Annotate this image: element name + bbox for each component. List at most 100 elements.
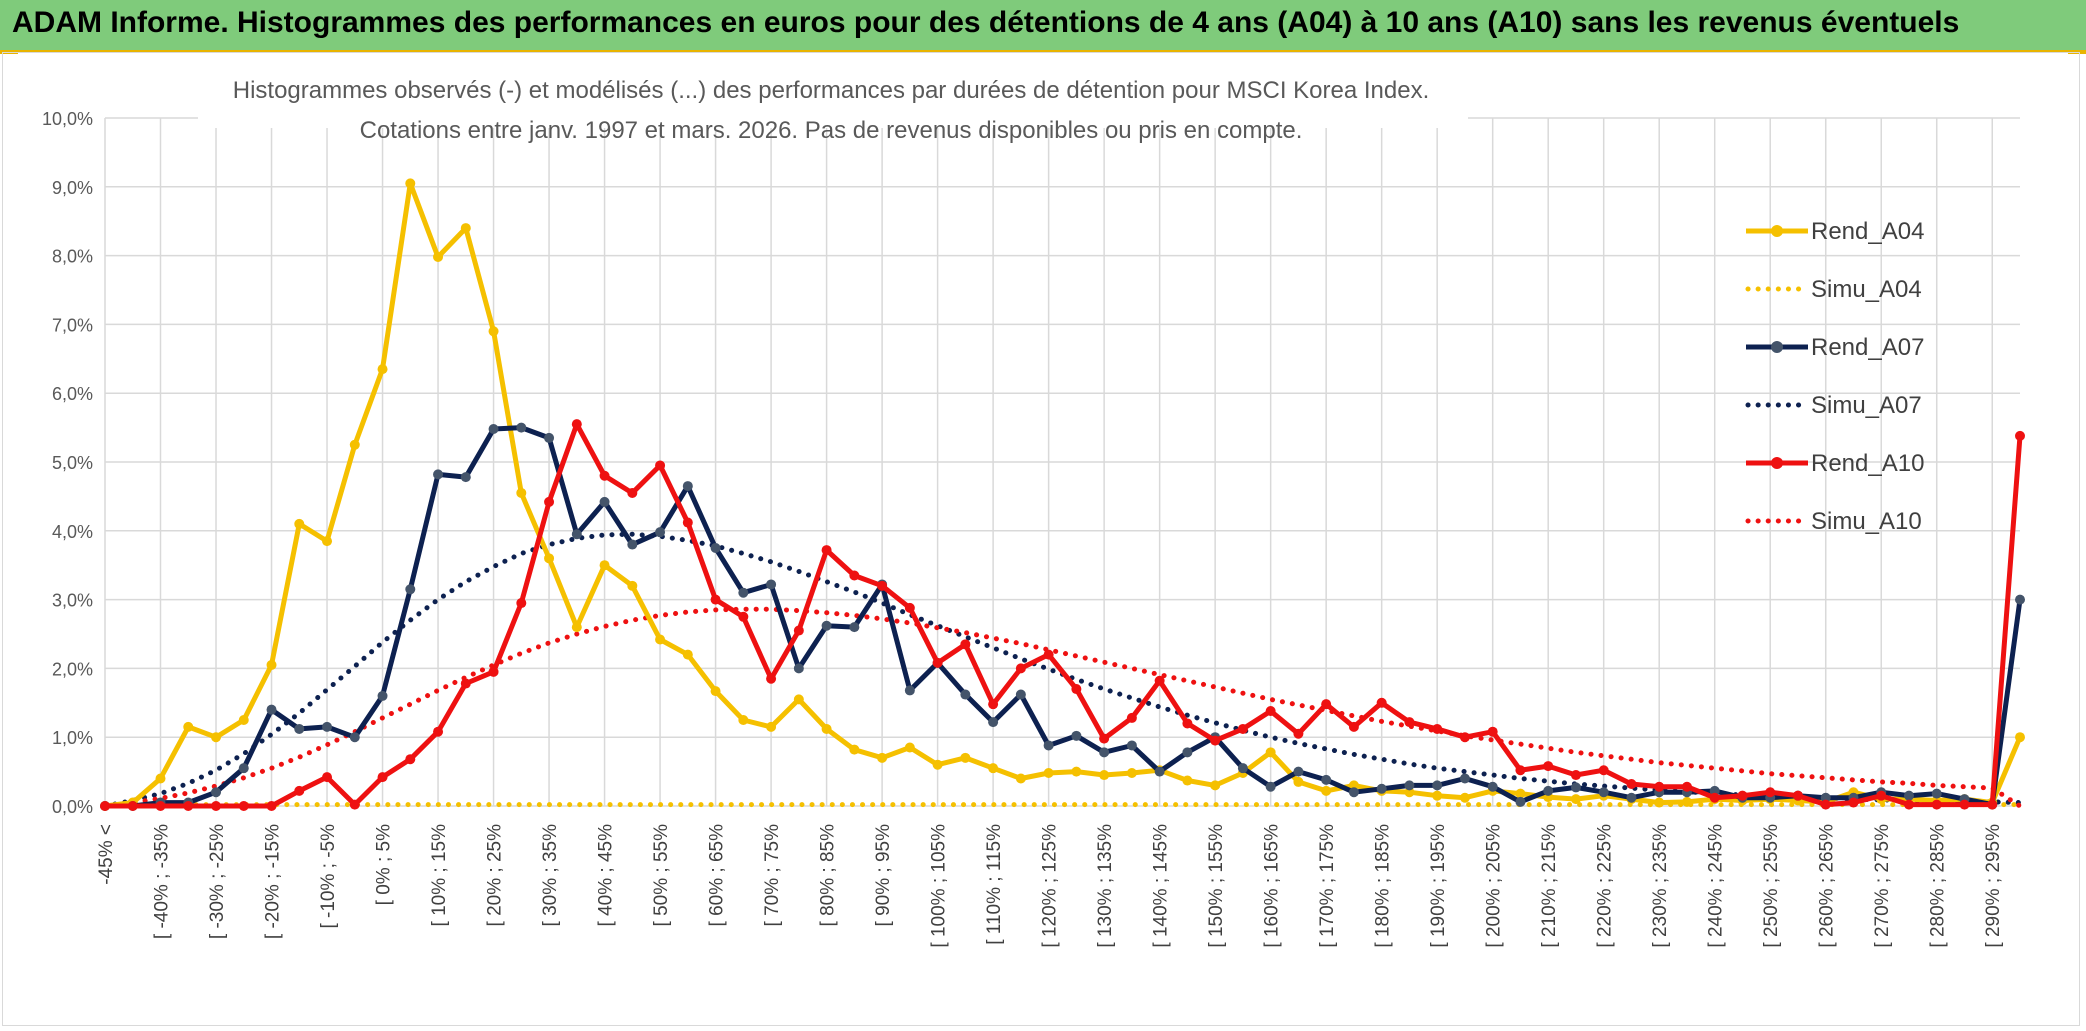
data-point-Rend_A07 bbox=[1570, 782, 1581, 793]
data-point-Rend_A07 bbox=[1265, 781, 1276, 792]
data-point-Rend_A04 bbox=[571, 622, 582, 633]
series-Simu_A10 bbox=[102, 606, 2023, 809]
data-point-Rend_A10 bbox=[904, 602, 915, 613]
y-tick-label: 10,0% bbox=[42, 109, 93, 129]
data-point-Rend_A07 bbox=[1543, 785, 1554, 796]
x-tick-label: [ 60% ; 65% bbox=[707, 824, 728, 927]
y-axis-ticks: 0,0% 1,0% 2,0% 3,0% 4,0% 5,0% 6,0% 7,0% 8,0% 9,0%… bbox=[42, 109, 93, 817]
data-point-Rend_A04 bbox=[627, 580, 638, 591]
data-point-Rend_A07 bbox=[1015, 689, 1026, 700]
data-point-Rend_A04 bbox=[1182, 775, 1193, 786]
data-point-Rend_A04 bbox=[183, 721, 194, 732]
data-point-Rend_A10 bbox=[1570, 770, 1581, 781]
data-point-Rend_A10 bbox=[1876, 790, 1887, 801]
data-point-Rend_A07 bbox=[294, 723, 305, 734]
y-tick-label: 5,0% bbox=[52, 453, 93, 473]
series-line-Rend_A04 bbox=[104, 180, 2023, 809]
x-tick-label: [ 270% ; 275% bbox=[1872, 824, 1893, 948]
data-point-Rend_A07 bbox=[1903, 790, 1914, 801]
x-tick-label: [ 240% ; 245% bbox=[1706, 824, 1727, 948]
data-point-Rend_A07 bbox=[377, 690, 388, 701]
data-point-Rend_A07 bbox=[904, 685, 915, 696]
series-line-Rend_A10 bbox=[105, 421, 2023, 809]
data-point-Rend_A04 bbox=[710, 686, 721, 697]
data-point-Rend_A07 bbox=[1182, 747, 1193, 758]
data-point-Rend_A10 bbox=[682, 517, 693, 528]
chart-title: Histogrammes observés (-) et modélisés (… bbox=[233, 77, 1430, 104]
series-Rend_A10 bbox=[100, 419, 2025, 811]
data-point-Rend_A10 bbox=[1959, 799, 1970, 810]
x-tick-label: [ 70% ; 75% bbox=[762, 824, 783, 927]
data-point-Rend_A10 bbox=[1404, 717, 1415, 728]
data-point-Rend_A07 bbox=[405, 584, 416, 595]
data-point-Rend_A04 bbox=[1321, 785, 1332, 796]
data-point-Rend_A07 bbox=[211, 787, 222, 798]
y-tick-label: 6,0% bbox=[52, 384, 93, 404]
data-point-Rend_A04 bbox=[211, 732, 222, 743]
data-point-Rend_A04 bbox=[849, 744, 860, 755]
data-point-Rend_A10 bbox=[349, 799, 360, 810]
data-point-Rend_A10 bbox=[793, 625, 804, 636]
y-tick-label: 4,0% bbox=[52, 522, 93, 542]
x-tick-label: [ 190% ; 195% bbox=[1428, 824, 1449, 948]
data-point-Rend_A07 bbox=[1237, 763, 1248, 774]
data-point-Rend_A10 bbox=[932, 657, 943, 668]
data-point-Rend_A04 bbox=[1043, 767, 1054, 778]
data-point-Rend_A07 bbox=[1348, 787, 1359, 798]
data-point-Rend_A04 bbox=[1015, 773, 1026, 784]
series-line-Simu_A10 bbox=[102, 606, 2023, 809]
data-point-Rend_A04 bbox=[405, 178, 416, 189]
data-point-Rend_A07 bbox=[238, 763, 249, 774]
data-point-Rend_A10 bbox=[1237, 723, 1248, 734]
data-point-Rend_A07 bbox=[433, 469, 444, 480]
data-point-Rend_A07 bbox=[1099, 747, 1110, 758]
data-point-Rend_A04 bbox=[904, 742, 915, 753]
data-point-Rend_A10 bbox=[738, 611, 749, 622]
x-tick-label: [ 110% ; 115% bbox=[984, 824, 1005, 945]
data-point-Rend_A04 bbox=[1071, 766, 1082, 777]
data-point-Rend_A10 bbox=[1681, 781, 1692, 792]
legend-marker bbox=[1771, 341, 1783, 353]
data-point-Rend_A07 bbox=[1709, 785, 1720, 796]
data-point-Rend_A07 bbox=[460, 472, 471, 483]
x-tick-label: [ 90% ; 95% bbox=[873, 824, 894, 927]
data-point-Rend_A10 bbox=[710, 594, 721, 605]
x-tick-label: [ 230% ; 235% bbox=[1650, 824, 1671, 948]
data-point-Rend_A04 bbox=[1265, 747, 1276, 758]
data-point-Rend_A10 bbox=[1348, 721, 1359, 732]
data-point-Rend_A10 bbox=[377, 772, 388, 783]
data-point-Rend_A04 bbox=[988, 763, 999, 774]
legend: Rend_A04 Simu_A04 Rend_A07 Simu_A07 Rend_A10… bbox=[1745, 218, 1924, 535]
y-tick-label: 1,0% bbox=[52, 728, 93, 748]
data-point-Rend_A04 bbox=[544, 553, 555, 564]
data-point-Rend_A10 bbox=[1598, 765, 1609, 776]
x-tick-label: [ -30% ; -25% bbox=[207, 824, 228, 939]
data-point-Rend_A10 bbox=[1376, 697, 1387, 708]
data-point-Rend_A04 bbox=[1432, 790, 1443, 801]
x-tick-label: [ 210% ; 215% bbox=[1539, 824, 1560, 948]
data-point-Rend_A07 bbox=[1071, 730, 1082, 741]
data-point-Rend_A10 bbox=[1931, 799, 1942, 810]
data-point-Rend_A07 bbox=[1293, 766, 1304, 777]
data-point-Rend_A04 bbox=[793, 694, 804, 705]
legend-label: Simu_A04 bbox=[1811, 276, 1922, 303]
series-group bbox=[100, 178, 2025, 811]
data-point-Rend_A10 bbox=[183, 801, 194, 811]
y-tick-label: 7,0% bbox=[52, 315, 93, 335]
data-point-Rend_A10 bbox=[1043, 649, 1054, 660]
data-point-Rend_A10 bbox=[322, 772, 333, 783]
data-point-Rend_A04 bbox=[1515, 788, 1526, 799]
data-point-Rend_A07 bbox=[599, 496, 610, 507]
data-point-Rend_A10 bbox=[1293, 728, 1304, 739]
data-point-Rend_A04 bbox=[2015, 732, 2025, 743]
y-tick-label: 0,0% bbox=[52, 797, 93, 817]
data-point-Rend_A07 bbox=[1321, 774, 1332, 785]
legend-label: Simu_A07 bbox=[1811, 392, 1922, 419]
data-point-Rend_A10 bbox=[2015, 430, 2025, 441]
data-point-Rend_A10 bbox=[433, 726, 444, 737]
data-point-Rend_A07 bbox=[1126, 740, 1137, 751]
data-point-Rend_A10 bbox=[877, 580, 888, 591]
data-point-Rend_A07 bbox=[710, 543, 721, 553]
data-point-Rend_A10 bbox=[1459, 732, 1470, 743]
data-point-Rend_A10 bbox=[1515, 765, 1526, 776]
